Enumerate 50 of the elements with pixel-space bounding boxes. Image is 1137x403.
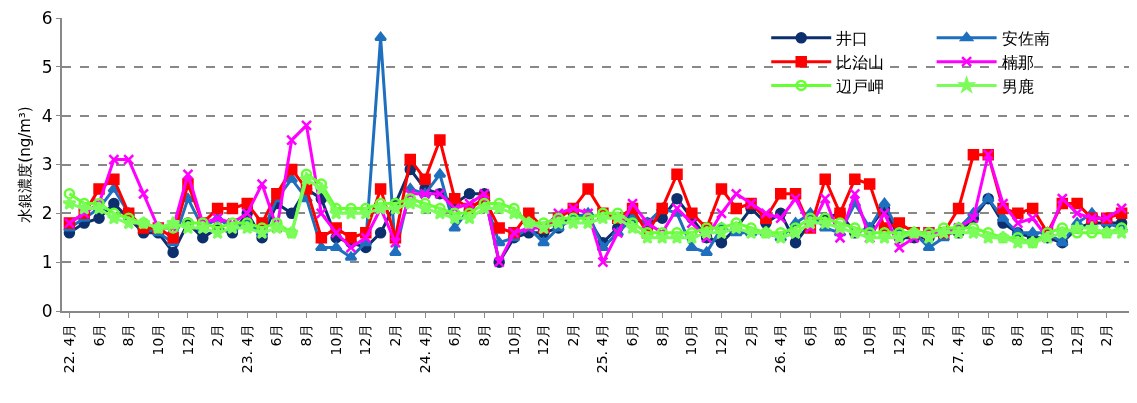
y-tick-label: 0 <box>41 300 53 321</box>
x-tick-label: 10月 <box>1039 323 1056 356</box>
x-tick-label: 12月 <box>1068 323 1085 356</box>
legend-label: 男鹿 <box>1001 76 1034 96</box>
x-tick-label: 12月 <box>713 323 730 356</box>
x-tick-label: 2月 <box>920 323 937 347</box>
x-tick-label: 8月 <box>1009 323 1026 347</box>
y-tick-label: 6 <box>41 7 53 28</box>
x-tick-label: 6月 <box>801 323 818 347</box>
x-tick-label: 6月 <box>624 323 641 347</box>
y-tick-label: 4 <box>41 105 53 126</box>
x-tick-label: 10月 <box>683 323 700 356</box>
x-tick-label: 8月 <box>475 323 492 347</box>
x-tick-label: 27. 4月 <box>950 323 967 374</box>
x-tick-label: 25. 4月 <box>594 323 611 374</box>
x-tick-label: 2月 <box>386 323 403 347</box>
legend-label: 井口 <box>836 29 869 49</box>
x-tick-label: 2月 <box>209 323 226 347</box>
x-tick-label: 2月 <box>742 323 759 347</box>
x-tick-label: 12月 <box>179 323 196 356</box>
x-tick-label: 23. 4月 <box>238 323 255 374</box>
x-tick-label: 26. 4月 <box>772 323 789 374</box>
x-tick-label: 8月 <box>298 323 315 347</box>
x-tick-label: 8月 <box>120 323 137 347</box>
x-tick-label: 2月 <box>564 323 581 347</box>
legend-label: 楠那 <box>1001 52 1034 72</box>
y-tick-label: 1 <box>41 252 53 273</box>
x-tick-label: 12月 <box>890 323 907 356</box>
x-tick-label: 6月 <box>979 323 996 347</box>
x-tick-label: 10月 <box>149 323 166 356</box>
legend-label: 比治山 <box>836 52 885 72</box>
x-tick-label: 6月 <box>446 323 463 347</box>
x-tick-label: 6月 <box>90 323 107 347</box>
x-tick-label: 8月 <box>653 323 670 347</box>
y-tick-label: 3 <box>41 154 53 175</box>
y-tick-label: 5 <box>41 56 53 77</box>
x-tick-label: 6月 <box>268 323 285 347</box>
x-tick-label: 8月 <box>831 323 848 347</box>
x-tick-label: 12月 <box>535 323 552 356</box>
y-axis-title: 水銀濃度(ng/m³) <box>15 106 34 223</box>
legend-label: 安佐南 <box>1001 29 1050 49</box>
x-tick-label: 10月 <box>861 323 878 356</box>
y-tick-label: 2 <box>41 203 53 224</box>
x-tick-label: 2月 <box>1098 323 1115 347</box>
x-tick-label: 12月 <box>357 323 374 356</box>
legend-label: 辺戸岬 <box>836 76 885 96</box>
x-tick-label: 24. 4月 <box>416 323 433 374</box>
x-tick-label: 22. 4月 <box>60 323 77 374</box>
x-tick-label: 10月 <box>505 323 522 356</box>
x-tick-label: 10月 <box>327 323 344 356</box>
